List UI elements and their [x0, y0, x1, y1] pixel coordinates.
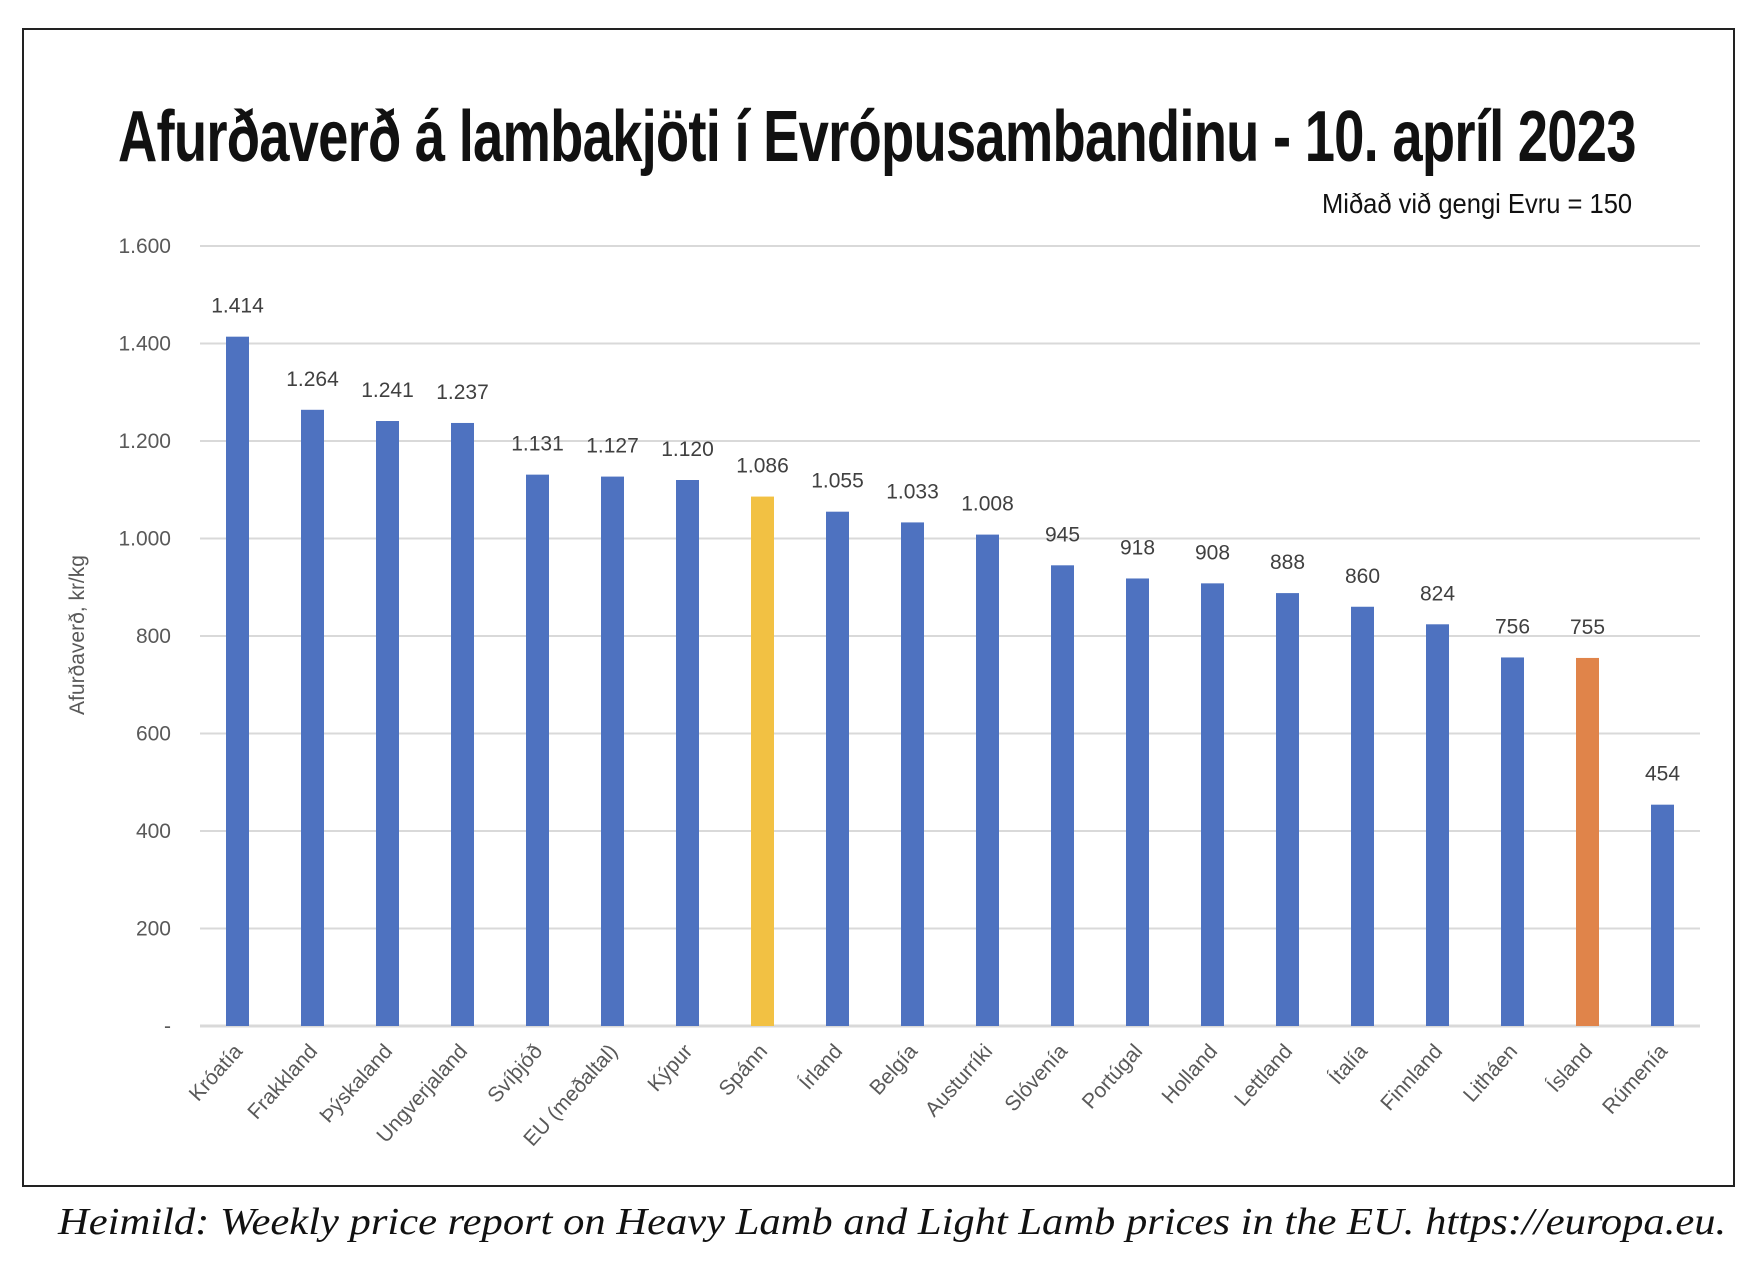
data-label: 1.127 — [586, 435, 639, 458]
bar — [976, 534, 999, 1026]
y-tick-label: 1.000 — [118, 528, 171, 551]
bar — [526, 474, 549, 1026]
y-tick-label: 1.400 — [118, 333, 171, 356]
data-label: 888 — [1270, 551, 1305, 574]
data-label: 918 — [1120, 536, 1155, 559]
bar — [751, 496, 774, 1026]
data-label: 755 — [1570, 616, 1605, 639]
data-label: 1.086 — [736, 455, 789, 478]
data-label: 824 — [1420, 582, 1455, 605]
bar — [1501, 657, 1524, 1026]
y-tick-label: 1.600 — [118, 235, 171, 258]
data-label: 945 — [1045, 523, 1080, 546]
data-label: 1.120 — [661, 438, 714, 461]
bar — [1651, 804, 1674, 1026]
x-tick-label: Litháen — [1459, 1040, 1522, 1107]
y-tick-label: - — [164, 1015, 171, 1038]
data-label: 1.055 — [811, 470, 864, 493]
bar — [676, 480, 699, 1026]
y-tick-label: 800 — [136, 625, 171, 648]
x-tick-label: Spánn — [714, 1040, 772, 1101]
x-tick-label: Austurríki — [921, 1040, 997, 1121]
chart-subtitle: Miðað við gengi Evru = 150 — [1322, 188, 1633, 219]
bar — [901, 522, 924, 1026]
bar — [601, 476, 624, 1026]
data-label: 1.264 — [286, 368, 339, 391]
x-tick-label: Frakkland — [243, 1040, 322, 1124]
data-label: 1.241 — [361, 379, 414, 402]
bar — [301, 409, 324, 1026]
y-tick-label: 1.200 — [118, 430, 171, 453]
bar — [376, 421, 399, 1026]
bar — [1126, 578, 1149, 1026]
x-tick-label: Holland — [1157, 1040, 1222, 1108]
bar — [226, 336, 249, 1026]
x-tick-label: Svíþjóð — [483, 1040, 547, 1107]
x-tick-label: Finnland — [1376, 1040, 1447, 1115]
x-tick-label: Rúmenía — [1598, 1040, 1672, 1119]
y-tick-label: 600 — [136, 723, 171, 746]
data-label: 908 — [1195, 541, 1230, 564]
data-label: 860 — [1345, 565, 1380, 588]
data-label: 1.131 — [511, 433, 564, 456]
data-label: 1.237 — [436, 381, 489, 404]
x-tick-label: Ítalía — [1325, 1040, 1373, 1089]
y-tick-label: 200 — [136, 918, 171, 941]
x-tick-label: Kýpur — [643, 1040, 697, 1096]
x-tick-label: Króatía — [185, 1040, 248, 1106]
y-tick-label: 400 — [136, 820, 171, 843]
bar — [826, 511, 849, 1026]
bar — [1351, 606, 1374, 1026]
chart-frame — [22, 28, 1735, 1187]
x-tick-label: Þýskaland — [315, 1040, 397, 1127]
x-tick-label: Portúgal — [1078, 1040, 1147, 1114]
bar — [1576, 657, 1599, 1026]
x-tick-label: Slóvenía — [1000, 1040, 1072, 1116]
data-label: 756 — [1495, 615, 1530, 638]
bar — [1276, 593, 1299, 1026]
x-tick-label: Lettland — [1230, 1040, 1297, 1111]
x-tick-label: Belgía — [865, 1040, 922, 1100]
x-tick-label: Írland — [795, 1040, 847, 1094]
bar — [1051, 565, 1074, 1026]
bar — [1201, 583, 1224, 1026]
x-tick-label: Ísland — [1543, 1040, 1598, 1097]
data-label: 1.033 — [886, 480, 939, 503]
data-label: 1.414 — [211, 295, 264, 318]
y-axis-label: Afurðaverð, kr/kg — [66, 555, 89, 715]
source-footer: Heimild: Weekly price report on Heavy La… — [58, 1201, 1727, 1243]
chart-title: Afurðaverð á lambakjöti í Evrópusambandi… — [118, 97, 1636, 177]
data-label: 454 — [1645, 763, 1680, 786]
data-label: 1.008 — [961, 493, 1014, 516]
bar — [1426, 624, 1449, 1026]
bar — [451, 422, 474, 1026]
